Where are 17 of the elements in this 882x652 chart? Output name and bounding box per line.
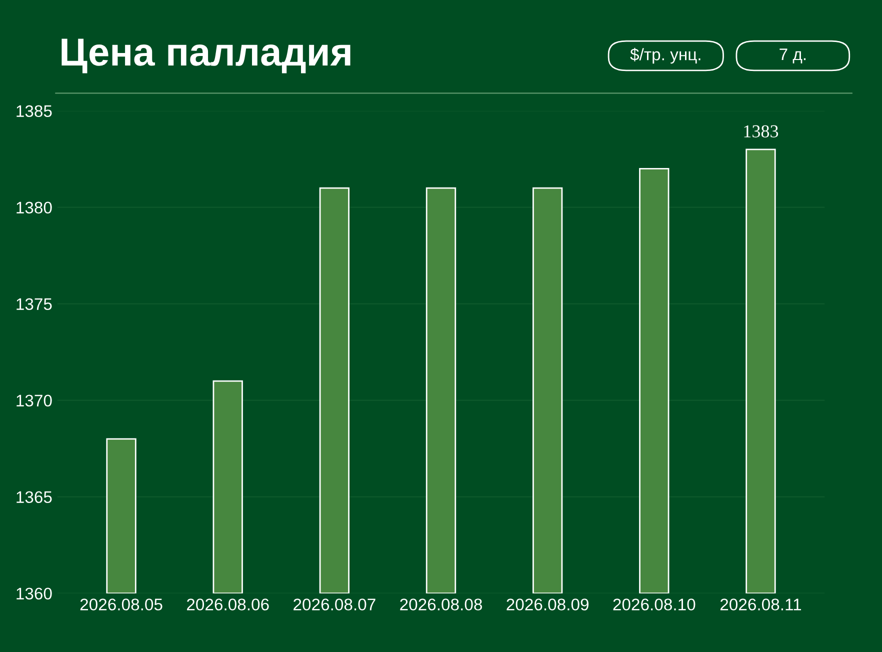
y-tick-label: 1360 [16, 588, 52, 600]
x-tick-label: 2026.08.08 [400, 598, 482, 610]
y-tick-label: 1375 [16, 298, 52, 310]
y-tick-label: 1370 [16, 394, 52, 407]
x-tick-label: 2026.08.09 [506, 598, 588, 610]
x-tick-label: 2026.08.06 [186, 598, 269, 610]
y-tick-label: 1385 [16, 105, 52, 118]
x-tick-label: 2026.08.05 [80, 598, 162, 610]
chart-title: Цена палладия [62, 38, 350, 74]
x-tick-label: 2026.08.10 [613, 598, 696, 610]
y-tick-label: 1380 [16, 202, 52, 214]
x-tick-label: 2026.08.11 [720, 598, 802, 610]
text: $/тр. унц. [630, 48, 700, 64]
data-label: 1383 [744, 125, 778, 138]
text: 7 д. [780, 48, 806, 64]
y-tick-label: 1365 [16, 491, 52, 504]
x-tick-label: 2026.08.07 [294, 598, 376, 610]
